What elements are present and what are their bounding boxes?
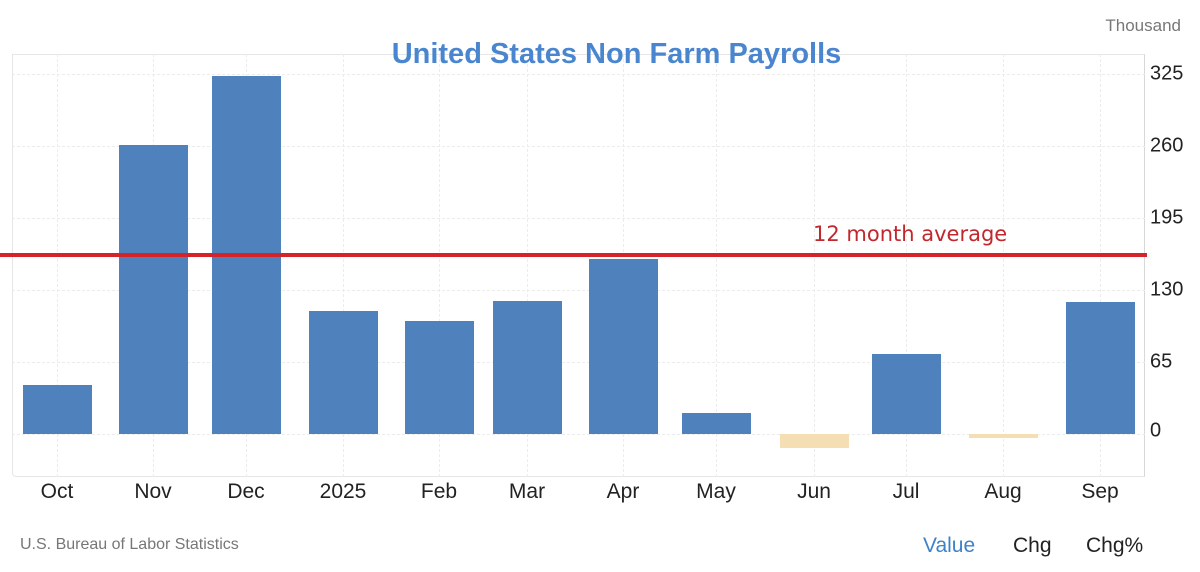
toggle-chg-percent[interactable]: Chg% (1086, 534, 1144, 557)
ytick-label: 325 (1150, 62, 1184, 85)
toggle-value[interactable]: Value (923, 534, 976, 557)
xtick-label: Aug (984, 480, 1022, 503)
gridline-v (343, 54, 344, 477)
gridline-65 (12, 362, 1145, 363)
gridline-v (1003, 54, 1004, 477)
ytick-label: 65 (1150, 350, 1173, 373)
toggle-chg[interactable]: Chg (1013, 534, 1052, 557)
xtick-label: Sep (1081, 480, 1119, 503)
xtick-label: Oct (40, 480, 74, 503)
ytick-label: 195 (1150, 206, 1184, 229)
xtick-label: May (696, 480, 736, 503)
ytick-label: 0 (1150, 419, 1162, 442)
unit-label: Thousand (1105, 16, 1181, 35)
bar-nov[interactable] (118, 144, 188, 434)
gridline-0 (12, 434, 1145, 435)
bar-aug[interactable] (968, 434, 1038, 439)
average-line (0, 252, 1147, 257)
xtick-label: Apr (606, 480, 640, 503)
gridline-v (1100, 54, 1101, 477)
ytick-label: 260 (1150, 134, 1184, 157)
gridline-v (527, 54, 528, 477)
bar-oct[interactable] (22, 385, 92, 434)
bar-may[interactable] (681, 412, 751, 434)
source-label: U.S. Bureau of Labor Statistics (20, 536, 239, 553)
xtick-label: Feb (420, 480, 458, 503)
xtick-label: Jun (797, 480, 831, 503)
bar-apr[interactable] (588, 258, 658, 434)
xtick-label: Mar (508, 480, 546, 503)
gridline-v (57, 54, 58, 477)
xtick-label: Dec (227, 480, 265, 503)
gridline-260 (12, 146, 1145, 147)
xtick-label: 2025 (319, 480, 367, 503)
gridline-v (716, 54, 717, 477)
gridline-v (814, 54, 815, 477)
bar-sep[interactable] (1065, 302, 1135, 434)
bar-feb[interactable] (404, 321, 474, 434)
bar-mar[interactable] (492, 301, 562, 434)
bar-jun[interactable] (779, 434, 849, 449)
bar-2025[interactable] (308, 311, 378, 434)
plot-frame (12, 54, 1145, 477)
average-label: 12 month average (813, 221, 1008, 246)
gridline-130 (12, 290, 1145, 291)
ytick-label: 130 (1150, 278, 1184, 301)
bar-jul[interactable] (871, 354, 941, 434)
chart-title: United States Non Farm Payrolls (391, 38, 842, 70)
xtick-label: Nov (134, 480, 172, 503)
gridline-195 (12, 218, 1145, 219)
xtick-label: Jul (892, 480, 920, 503)
gridline-v (439, 54, 440, 477)
gridline-v (906, 54, 907, 477)
gridline-325 (12, 74, 1145, 75)
